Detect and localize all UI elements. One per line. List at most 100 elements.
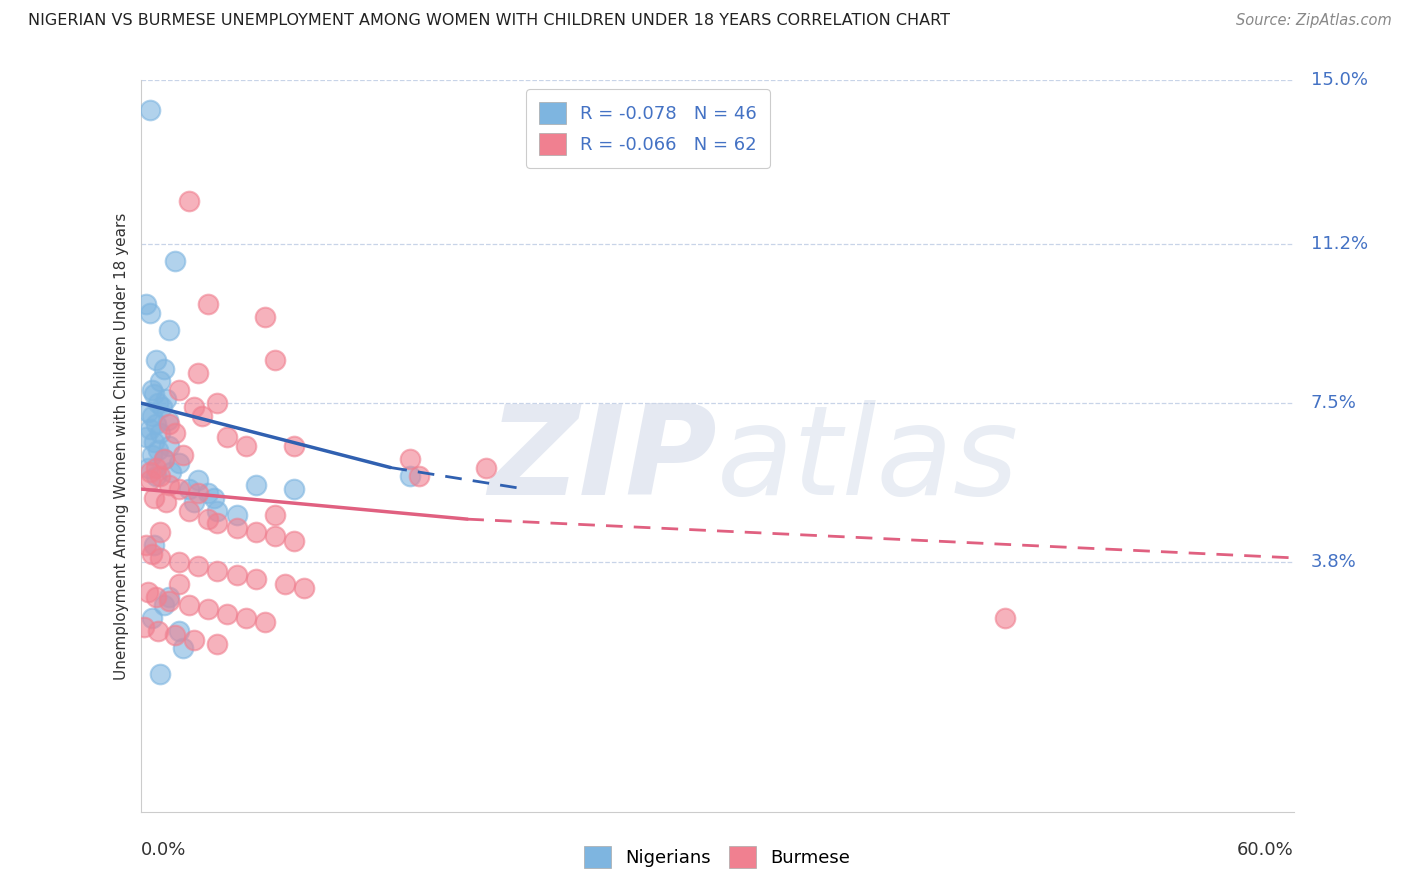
Point	[254, 615, 277, 630]
Point	[155, 495, 177, 509]
Point	[149, 667, 172, 681]
Point	[139, 474, 162, 488]
Text: 11.2%: 11.2%	[1310, 235, 1368, 252]
Point	[159, 323, 180, 337]
Point	[152, 361, 174, 376]
Text: 7.5%: 7.5%	[1310, 394, 1357, 412]
Point	[152, 598, 174, 612]
Text: Source: ZipAtlas.com: Source: ZipAtlas.com	[1236, 13, 1392, 29]
Point	[159, 439, 180, 453]
Point	[245, 477, 267, 491]
Point	[149, 524, 172, 539]
Point	[172, 641, 194, 656]
Point	[283, 439, 305, 453]
Point	[167, 555, 190, 569]
Point	[264, 353, 287, 368]
Text: 0.0%: 0.0%	[141, 841, 186, 859]
Point	[264, 529, 287, 543]
Point	[159, 417, 180, 432]
Point	[159, 477, 180, 491]
Point	[167, 624, 190, 638]
Point	[152, 451, 174, 466]
Point	[225, 508, 247, 522]
Point	[139, 103, 162, 118]
Point	[245, 524, 267, 539]
Point	[217, 607, 239, 621]
Point	[136, 585, 159, 599]
Point	[398, 469, 420, 483]
Point	[135, 430, 157, 444]
Point	[245, 573, 267, 587]
Point	[160, 465, 183, 479]
Point	[207, 516, 229, 531]
Point	[143, 491, 166, 505]
Point	[475, 460, 498, 475]
Point	[197, 512, 219, 526]
Point	[145, 460, 167, 475]
Point	[146, 624, 169, 638]
Point	[141, 409, 163, 423]
Point	[225, 568, 247, 582]
Point	[207, 396, 229, 410]
Point	[172, 448, 194, 462]
Point	[136, 460, 159, 475]
Legend: Nigerians, Burmese: Nigerians, Burmese	[572, 835, 862, 879]
Point	[177, 194, 200, 208]
Point	[183, 632, 205, 647]
Point	[283, 482, 305, 496]
Point	[167, 383, 190, 397]
Point	[149, 426, 172, 441]
Point	[143, 434, 166, 449]
Point	[135, 538, 157, 552]
Point	[155, 392, 177, 406]
Point	[146, 443, 169, 458]
Point	[149, 469, 172, 483]
Point	[165, 426, 187, 441]
Point	[177, 598, 200, 612]
Text: 15.0%: 15.0%	[1310, 71, 1368, 89]
Point	[145, 469, 167, 483]
Point	[145, 417, 167, 432]
Point	[187, 366, 209, 380]
Point	[177, 503, 200, 517]
Point	[191, 409, 214, 423]
Point	[141, 547, 163, 561]
Point	[156, 413, 179, 427]
Point	[139, 465, 162, 479]
Text: 60.0%: 60.0%	[1237, 841, 1294, 859]
Text: NIGERIAN VS BURMESE UNEMPLOYMENT AMONG WOMEN WITH CHILDREN UNDER 18 YEARS CORREL: NIGERIAN VS BURMESE UNEMPLOYMENT AMONG W…	[28, 13, 950, 29]
Point	[283, 533, 305, 548]
Point	[177, 482, 200, 496]
Point	[183, 495, 205, 509]
Point	[254, 310, 277, 324]
Point	[197, 297, 219, 311]
Point	[167, 576, 190, 591]
Point	[149, 550, 172, 565]
Point	[197, 602, 219, 616]
Point	[159, 590, 180, 604]
Point	[167, 482, 190, 496]
Point	[136, 404, 159, 418]
Point	[202, 491, 225, 505]
Point	[141, 611, 163, 625]
Point	[197, 486, 219, 500]
Point	[994, 611, 1017, 625]
Point	[217, 430, 239, 444]
Point	[152, 451, 174, 466]
Point	[159, 594, 180, 608]
Point	[207, 564, 229, 578]
Point	[143, 538, 166, 552]
Point	[165, 628, 187, 642]
Point	[135, 297, 157, 311]
Point	[143, 387, 166, 401]
Point	[139, 305, 162, 319]
Point	[134, 620, 156, 634]
Point	[139, 422, 162, 436]
Point	[141, 448, 163, 462]
Point	[207, 637, 229, 651]
Point	[235, 611, 257, 625]
Point	[292, 581, 315, 595]
Point	[149, 375, 172, 389]
Point	[187, 559, 209, 574]
Point	[187, 474, 209, 488]
